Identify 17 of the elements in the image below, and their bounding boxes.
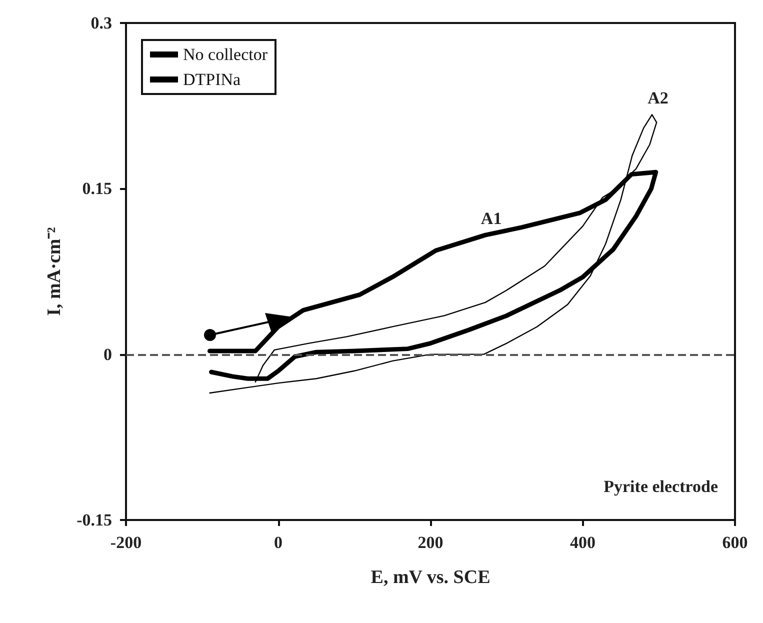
x-tick-label: 600 <box>722 533 748 552</box>
x-tick-label: 400 <box>570 533 596 552</box>
x-tick-label: 0 <box>274 533 282 552</box>
annotation: A1 <box>480 209 502 228</box>
x-axis-title: E, mV vs. SCE <box>370 567 490 588</box>
x-tick-label: 200 <box>418 533 444 552</box>
line-series <box>209 114 658 394</box>
legend-label: DTPINa <box>183 70 242 89</box>
annotation: A2 <box>648 88 668 108</box>
y-tick-label: 0.3 <box>90 14 112 32</box>
y-tick-label: 0.15 <box>82 179 112 198</box>
y-tick-label: 0 <box>104 344 112 364</box>
y-axis-title: I, mA·cm⁻² <box>44 226 65 316</box>
annotation: Pyrite electrode <box>604 477 718 496</box>
legend-label: No collector <box>183 45 268 64</box>
x-tick-label: -200 <box>110 533 142 552</box>
y-tick-label: -0.15 <box>76 510 112 530</box>
